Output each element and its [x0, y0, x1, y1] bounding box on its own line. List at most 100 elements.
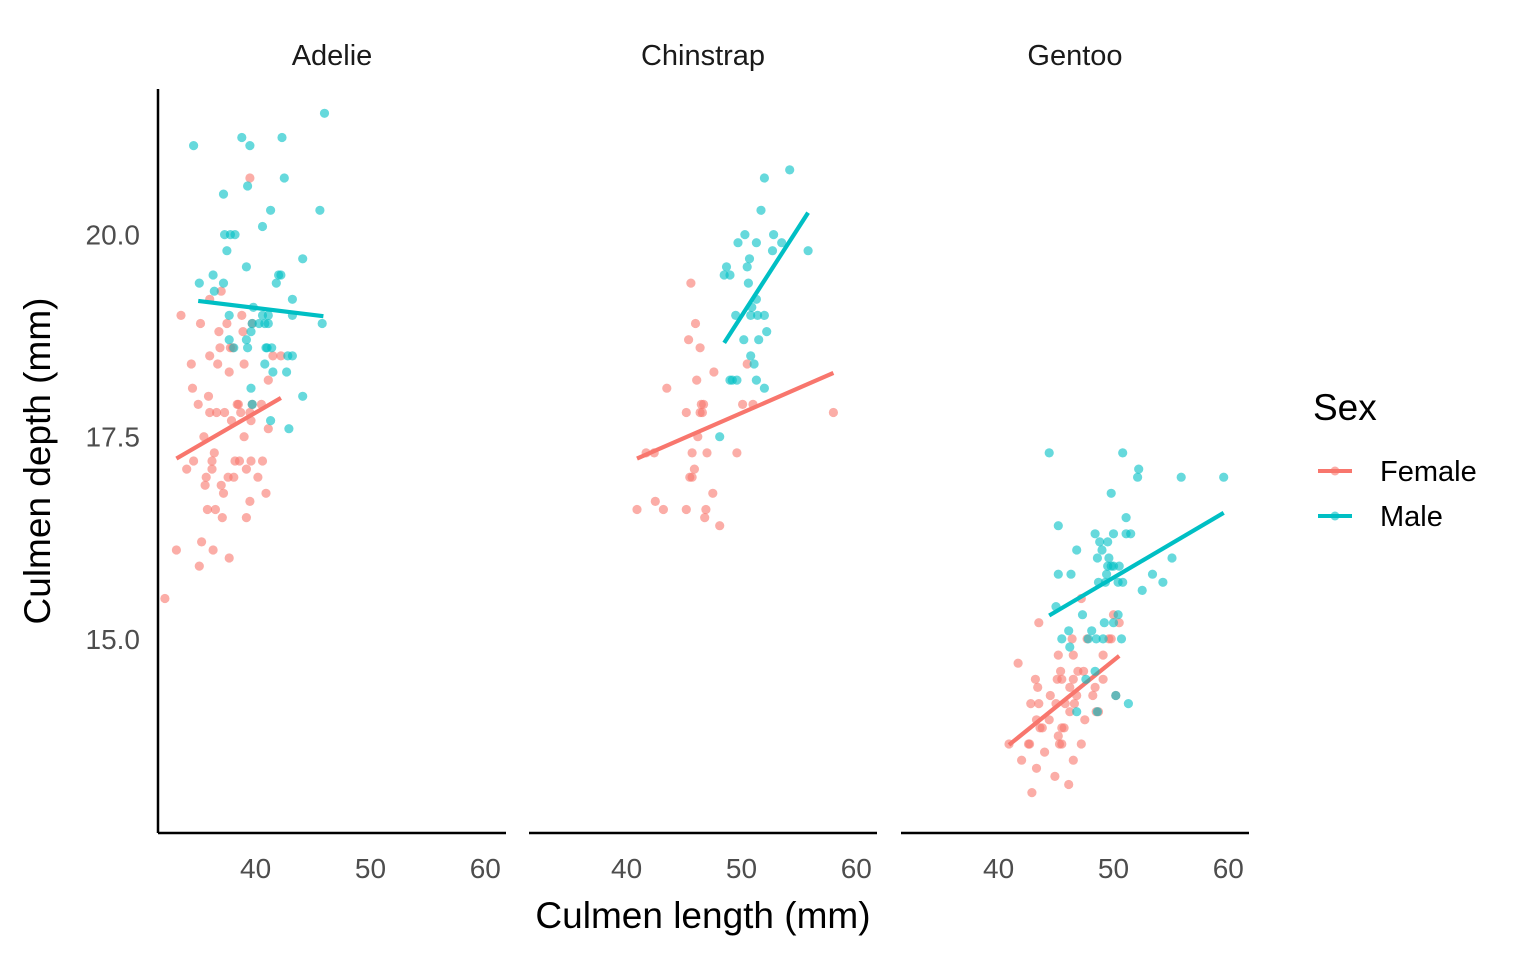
data-point [684, 335, 694, 345]
data-point [279, 173, 289, 183]
data-point [1114, 561, 1124, 571]
data-point [212, 407, 222, 418]
data-point [271, 278, 281, 288]
data-point [1095, 537, 1105, 547]
x-tick-label: 50 [355, 853, 386, 884]
data-point [1064, 626, 1074, 636]
data-point [241, 335, 251, 345]
data-point [243, 181, 253, 191]
data-point [317, 318, 327, 329]
data-point [1137, 585, 1147, 596]
data-point [749, 359, 759, 369]
data-point [1113, 610, 1123, 620]
data-point [222, 318, 232, 329]
data-point [1099, 618, 1109, 628]
x-tick-label: 50 [1098, 853, 1129, 884]
y-axis-ticks: 15.0 17.5 20.0 [86, 220, 141, 655]
data-point [681, 407, 691, 418]
data-point [267, 343, 277, 353]
data-point [1031, 763, 1042, 773]
data-point [1090, 529, 1100, 539]
data-point [245, 496, 255, 506]
data-point [1030, 674, 1040, 684]
data-point [276, 270, 286, 280]
data-point [282, 367, 292, 377]
data-point [176, 310, 186, 320]
legend-entry-male: Male [1318, 501, 1443, 533]
data-point [1044, 448, 1054, 458]
data-point [1057, 634, 1067, 644]
x-tick-label: 60 [841, 853, 872, 884]
data-point [1077, 610, 1088, 620]
data-point [1053, 650, 1063, 660]
panel-chinstrap: Chinstrap 40 50 60 [529, 40, 877, 884]
data-point [257, 221, 268, 232]
x-tick-label: 60 [1213, 853, 1244, 884]
data-point [189, 456, 199, 466]
data-point [746, 351, 756, 361]
data-point [200, 480, 210, 490]
data-point [1079, 666, 1089, 676]
data-point [1083, 634, 1093, 644]
data-point [315, 205, 325, 215]
data-point [1108, 618, 1119, 628]
data-point [1108, 529, 1119, 539]
data-point [202, 504, 212, 515]
data-point [1057, 739, 1067, 749]
data-point [1158, 577, 1168, 587]
data-point [1106, 488, 1116, 498]
data-point [1072, 545, 1082, 555]
data-point [209, 286, 219, 296]
data-point [1059, 723, 1069, 733]
data-point [247, 399, 257, 409]
data-point [1090, 682, 1100, 693]
data-point [171, 545, 181, 555]
data-point [681, 504, 691, 515]
data-point [733, 238, 743, 248]
data-point [632, 504, 642, 515]
data-point [237, 132, 247, 143]
data-point [1121, 513, 1131, 523]
data-point [785, 165, 795, 175]
fit-line [1048, 510, 1225, 618]
data-point [777, 238, 787, 248]
data-point [1167, 553, 1177, 563]
data-point [266, 205, 276, 215]
data-point [239, 359, 249, 369]
y-axis-title: Culmen depth (mm) [17, 298, 58, 625]
legend-label-male: Male [1380, 501, 1443, 533]
data-point [1066, 569, 1076, 579]
panel-gentoo: Gentoo 40 50 60 [901, 40, 1249, 884]
data-point [268, 367, 278, 377]
data-point [828, 407, 839, 418]
data-point [1065, 682, 1075, 693]
data-point [205, 407, 215, 418]
data-point [224, 310, 234, 320]
data-point [224, 335, 234, 345]
data-point [1080, 715, 1090, 725]
data-point [246, 327, 256, 337]
data-point [690, 318, 701, 329]
data-point [1072, 707, 1082, 717]
data-point [237, 310, 247, 320]
data-point [182, 464, 192, 474]
data-point [754, 335, 764, 345]
data-point [229, 343, 239, 353]
data-point [1025, 739, 1035, 749]
data-point [1033, 682, 1043, 693]
data-point [1176, 472, 1186, 482]
data-point [687, 448, 697, 458]
x-tick-label: 60 [470, 853, 501, 884]
panel-adelie: Adelie 40 50 60 [158, 40, 506, 884]
data-point [1104, 553, 1114, 563]
legend-label-female: Female [1380, 456, 1477, 488]
data-point [230, 230, 240, 240]
data-point [1053, 521, 1063, 531]
data-point [1045, 690, 1055, 701]
fit-line [722, 211, 810, 345]
data-point [1017, 755, 1027, 765]
data-point [263, 318, 273, 329]
data-point [247, 318, 257, 329]
series-male [189, 108, 330, 434]
data-point [1026, 699, 1036, 709]
